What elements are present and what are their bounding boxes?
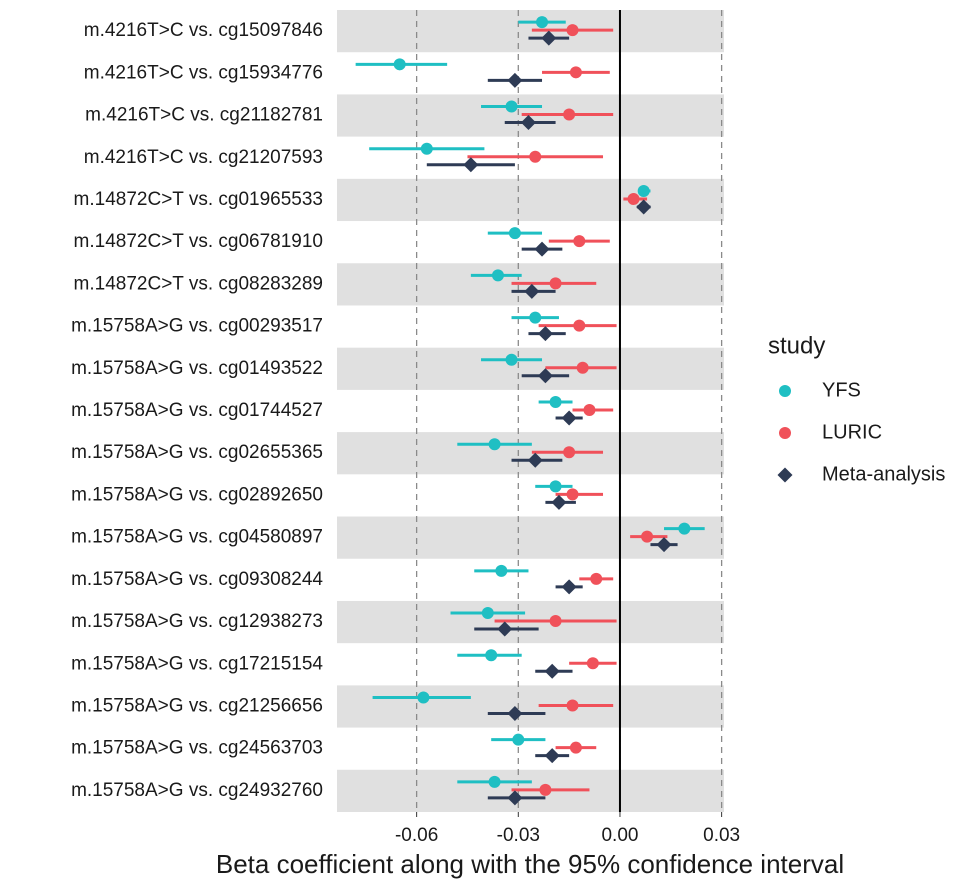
y-tick-label: m.14872C>T vs. cg06781910 (74, 231, 323, 252)
legend-title: study (768, 332, 825, 359)
point (507, 72, 523, 88)
point (544, 663, 560, 679)
point (507, 790, 523, 806)
point (539, 783, 552, 796)
row-band (337, 432, 724, 475)
y-tick-label: m.15758A>G vs. cg00293517 (71, 316, 323, 337)
point (569, 66, 582, 79)
point (583, 404, 596, 416)
point (417, 691, 430, 704)
x-tick-label: -0.03 (497, 825, 540, 846)
y-tick-label: m.14872C>T vs. cg08283289 (74, 273, 323, 294)
point (549, 615, 562, 628)
y-tick-label: m.4216T>C vs. cg21182781 (85, 105, 323, 126)
point (485, 649, 498, 662)
point (534, 241, 550, 257)
point (488, 438, 501, 451)
y-tick-label: m.15758A>G vs. cg09308244 (71, 569, 323, 590)
point (491, 269, 504, 282)
point (627, 192, 640, 205)
point (393, 58, 406, 71)
point (569, 741, 582, 754)
point (495, 564, 508, 577)
point (420, 142, 433, 155)
point (536, 16, 549, 29)
point (505, 100, 518, 113)
point (573, 235, 586, 248)
y-tick-label: m.4216T>C vs. cg21207593 (84, 147, 323, 168)
point (637, 184, 650, 197)
x-tick-label: -0.06 (395, 825, 438, 846)
legend-marker (777, 467, 793, 483)
row-band (337, 347, 724, 390)
y-tick-label: m.15758A>G vs. cg01744527 (71, 400, 323, 421)
point (641, 530, 654, 543)
legend-label: YFS (822, 379, 861, 401)
point (544, 748, 560, 764)
point (563, 108, 576, 121)
legend-marker (779, 427, 791, 439)
point (463, 157, 479, 173)
y-tick-label: m.15758A>G vs. cg21256656 (71, 695, 323, 716)
point (508, 227, 521, 240)
point (497, 621, 513, 637)
point (576, 361, 589, 374)
point (561, 410, 577, 426)
point (505, 353, 518, 366)
row-band (337, 10, 724, 53)
point (590, 572, 603, 585)
point (563, 446, 576, 459)
y-tick-label: m.15758A>G vs. cg24932760 (71, 780, 323, 801)
point (529, 150, 542, 163)
y-tick-label: m.14872C>T vs. cg01965533 (74, 189, 323, 210)
point (566, 488, 579, 501)
point (488, 775, 501, 788)
y-tick-label: m.15758A>G vs. cg24563703 (71, 738, 323, 759)
point (537, 326, 553, 342)
point (481, 607, 494, 620)
point (566, 24, 579, 37)
point (537, 368, 553, 384)
point (541, 30, 557, 46)
point (527, 452, 543, 468)
legend-marker (779, 385, 791, 397)
row-band (337, 178, 724, 222)
point (512, 733, 525, 746)
point (549, 396, 562, 408)
y-tick-label: m.15758A>G vs. cg04580897 (71, 527, 323, 548)
x-tick-label: 0.03 (703, 825, 740, 846)
x-tick-label: 0.00 (601, 825, 638, 846)
y-tick-label: m.15758A>G vs. cg17215154 (71, 653, 323, 674)
legend-label: LURIC (822, 421, 882, 443)
point (566, 699, 579, 712)
x-axis-title: Beta coefficient along with the 95% conf… (216, 849, 844, 879)
legend-label: Meta-analysis (822, 463, 945, 485)
y-tick-label: m.4216T>C vs. cg15097846 (84, 20, 323, 41)
point (573, 319, 586, 332)
point (561, 579, 577, 595)
point (549, 480, 562, 493)
y-tick-label: m.4216T>C vs. cg15934776 (84, 62, 323, 83)
point (507, 705, 523, 721)
y-tick-label: m.15758A>G vs. cg12938273 (71, 611, 323, 632)
point (520, 115, 536, 131)
point (529, 311, 542, 324)
point (586, 657, 599, 670)
point (656, 537, 672, 553)
point (678, 522, 691, 535)
y-tick-label: m.15758A>G vs. cg02655365 (71, 442, 323, 463)
point (551, 494, 567, 510)
point (549, 277, 562, 290)
y-tick-label: m.15758A>G vs. cg01493522 (71, 358, 323, 379)
point (636, 199, 652, 215)
row-band (337, 685, 724, 728)
point (524, 283, 540, 299)
y-tick-label: m.15758A>G vs. cg02892650 (71, 484, 323, 505)
